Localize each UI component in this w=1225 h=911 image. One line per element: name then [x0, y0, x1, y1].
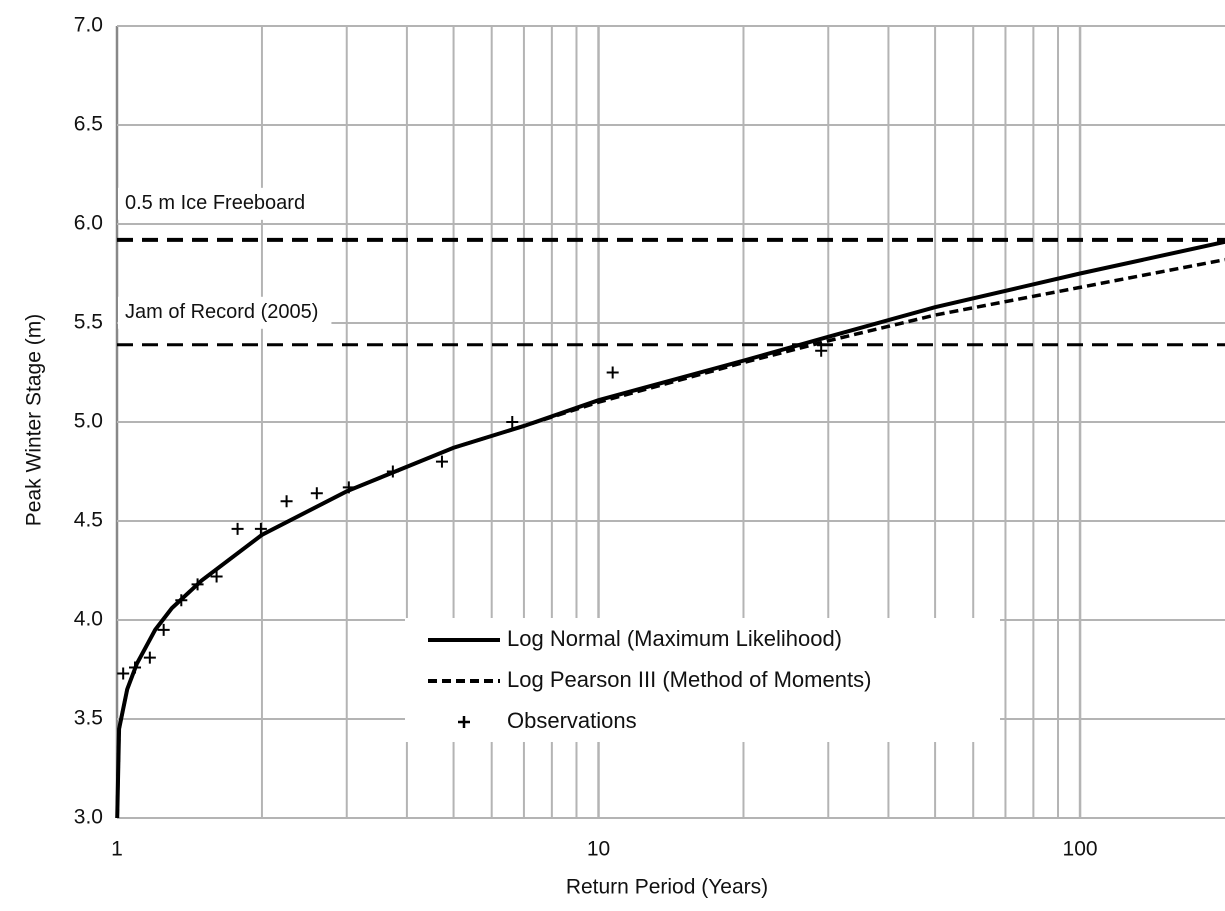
observation-marker: [129, 661, 142, 674]
y-tick-label: 6.5: [74, 113, 103, 136]
observation-marker: [117, 667, 130, 680]
legend-background: [405, 618, 1000, 742]
annotation: 0.5 m Ice Freeboard: [125, 192, 305, 214]
annotation-background: [118, 187, 319, 220]
annotation: Jam of Record (2005): [125, 301, 318, 323]
x-tick-label: 100: [1063, 838, 1098, 861]
y-tick-label: 4.5: [74, 509, 103, 532]
legend-label: Observations: [507, 708, 637, 733]
x-tick-label: 1: [111, 838, 123, 861]
observation-marker: [254, 522, 267, 535]
observation-marker: [280, 495, 293, 508]
observation-marker: [506, 416, 519, 428]
observation-marker: [310, 487, 323, 500]
observation-marker: [157, 623, 170, 636]
y-tick-label: 5.5: [74, 311, 103, 334]
y-tick-label: 3.5: [74, 707, 103, 730]
annotation-background: [118, 296, 332, 329]
observation-marker: [191, 578, 204, 591]
series-line: [115, 257, 1225, 819]
x-tick-label: 10: [587, 838, 610, 861]
observation-marker: [231, 522, 244, 535]
observation-marker: [435, 455, 448, 468]
observation-marker: [342, 481, 355, 494]
x-axis-label: Return Period (Years): [566, 876, 768, 899]
observation-marker: [386, 465, 399, 478]
legend-label: Log Pearson III (Method of Moments): [507, 667, 871, 692]
observation-marker: [143, 651, 156, 664]
legend-marker: [458, 716, 470, 728]
y-tick-label: 7.0: [74, 14, 103, 37]
observation-marker: [175, 594, 188, 607]
legend-label: Log Normal (Maximum Likelihood): [507, 626, 842, 651]
y-axis-label: Peak Winter Stage (m): [23, 314, 46, 526]
y-tick-label: 5.0: [74, 410, 103, 433]
observation-marker: [815, 344, 828, 357]
y-tick-label: 3.0: [74, 806, 103, 829]
observation-marker: [210, 570, 223, 583]
y-tick-label: 6.0: [74, 212, 103, 235]
y-tick-label: 4.0: [74, 608, 103, 631]
observation-marker: [606, 366, 619, 379]
